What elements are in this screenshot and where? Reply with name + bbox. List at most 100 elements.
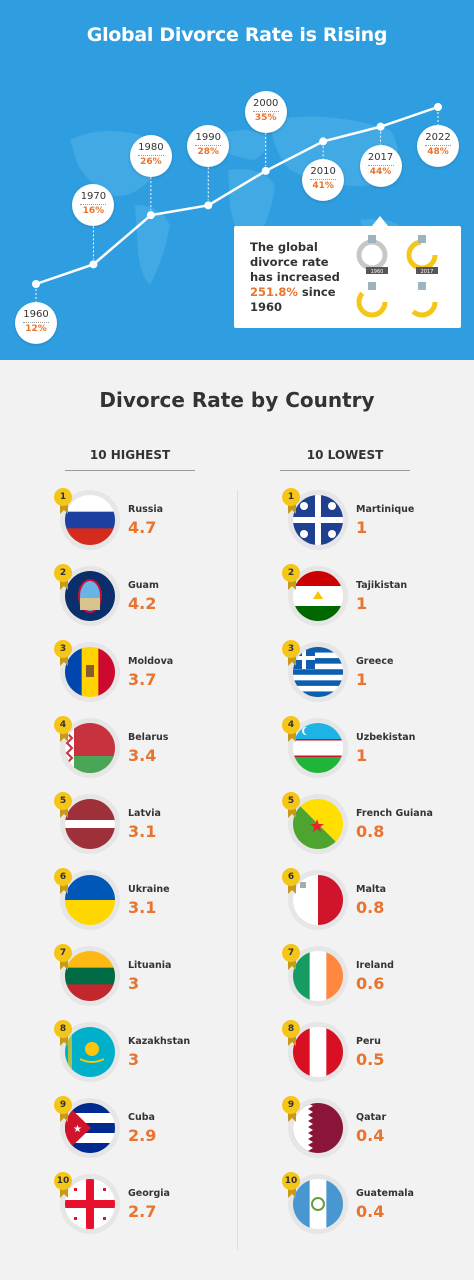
year-label: 1970 xyxy=(80,191,107,203)
divorce-rate-value: 0.8 xyxy=(356,898,385,917)
series-line xyxy=(35,105,439,286)
info-text: The global divorce rate has increased 25… xyxy=(250,240,360,315)
rate-label: 26% xyxy=(140,157,162,168)
rank-medal: 5 xyxy=(282,792,300,818)
bubble-separator xyxy=(80,204,107,206)
country-name: Guatemala xyxy=(356,1188,414,1199)
country-item: 8 Kazakhstan 3 xyxy=(54,1020,284,1090)
rank-number: 5 xyxy=(54,792,72,810)
divorce-rate-value: 1 xyxy=(356,518,368,537)
year-bubble: 1990 28% xyxy=(187,125,230,168)
rank-number: 5 xyxy=(282,792,300,810)
rank-number: 2 xyxy=(54,564,72,582)
flag-ring: ★ xyxy=(288,794,348,854)
country-item: 2 Guam 4.2 xyxy=(54,564,284,634)
ring-label-1960: 1960 xyxy=(371,269,384,275)
flag-ring xyxy=(288,718,348,778)
country-name: Ukraine xyxy=(128,884,170,895)
rank-medal: 9 xyxy=(282,1096,300,1122)
country-item: 3 Greece 1 xyxy=(282,640,474,710)
rank-medal: 4 xyxy=(282,716,300,742)
rank-medal: 9 xyxy=(54,1096,72,1122)
lowest-header: 10 LOWEST xyxy=(280,448,410,471)
year-bubble: 2017 44% xyxy=(359,144,402,187)
country-item: ★ 9 Cuba 2.9 xyxy=(54,1096,284,1166)
rank-medal: 1 xyxy=(282,488,300,514)
year-label: 2000 xyxy=(252,97,279,109)
rank-number: 10 xyxy=(282,1172,300,1190)
rank-medal: 3 xyxy=(282,640,300,666)
ring-icon-1960: 1960 xyxy=(356,235,388,275)
info-highlight: 251.8% xyxy=(250,285,298,299)
flag-icon: ★ xyxy=(293,799,343,849)
country-name: Belarus xyxy=(128,732,169,743)
flag-icon xyxy=(65,723,115,773)
divorce-rate-value: 0.5 xyxy=(356,1050,385,1069)
rank-number: 7 xyxy=(282,944,300,962)
country-name: Cuba xyxy=(128,1112,155,1123)
rank-number: 6 xyxy=(282,868,300,886)
flag-icon xyxy=(293,647,343,697)
flag-icon xyxy=(65,1179,115,1229)
rank-medal: 6 xyxy=(282,868,300,894)
flag-ring xyxy=(288,642,348,702)
bubble-separator xyxy=(367,164,394,166)
rank-medal: 8 xyxy=(282,1020,300,1046)
ring-label-2017: 2017 xyxy=(421,269,434,275)
rank-number: 9 xyxy=(282,1096,300,1114)
divorce-rate-value: 2.9 xyxy=(128,1126,157,1145)
year-bubble: 1970 16% xyxy=(72,184,115,227)
rank-number: 4 xyxy=(282,716,300,734)
country-name: Greece xyxy=(356,656,394,667)
divorce-rate-value: 0.4 xyxy=(356,1126,385,1145)
chart-title: Global Divorce Rate is Rising xyxy=(86,24,388,46)
rate-label: 44% xyxy=(369,166,392,177)
divorce-rate-value: 3.4 xyxy=(128,746,157,765)
rate-label: 12% xyxy=(25,324,47,334)
rank-number: 1 xyxy=(282,488,300,506)
rate-label: 35% xyxy=(254,112,277,123)
rank-medal: 7 xyxy=(54,944,72,970)
rank-number: 3 xyxy=(282,640,300,658)
column-divider xyxy=(237,490,238,1250)
country-name: Moldova xyxy=(128,656,174,667)
rank-number: 1 xyxy=(54,488,72,506)
divorce-rate-value: 3 xyxy=(128,1050,140,1069)
rank-medal: 2 xyxy=(54,564,72,590)
flag-icon xyxy=(65,571,115,621)
bubble-separator xyxy=(252,110,279,112)
header-banner: Global Divorce Rate is Rising 1960 12% 197… xyxy=(0,0,474,360)
country-name: Kazakhstan xyxy=(128,1036,191,1047)
rank-medal: 3 xyxy=(54,640,72,666)
flag-icon xyxy=(293,1027,343,1077)
country-name: Russia xyxy=(128,504,164,515)
data-point xyxy=(261,166,270,175)
year-label: 1990 xyxy=(195,132,221,144)
divorce-rate-value: 4.2 xyxy=(128,594,157,613)
info-line-3: has increased xyxy=(250,270,340,284)
country-item: 1 Russia 4.7 xyxy=(54,488,284,558)
divorce-rate-value: 3.7 xyxy=(128,670,157,689)
flag-icon xyxy=(293,571,343,621)
bubble-separator xyxy=(195,145,222,147)
divorce-rate-value: 1 xyxy=(356,670,368,689)
year-bubble: 2000 35% xyxy=(244,90,287,133)
divorce-rate-value: 0.8 xyxy=(356,822,385,841)
country-item: 10 Georgia 2.7 xyxy=(54,1172,284,1242)
divorce-rate-value: 1 xyxy=(356,594,368,613)
year-label: 2022 xyxy=(425,132,451,143)
country-item: 3 Moldova 3.7 xyxy=(54,640,284,710)
rate-label: 41% xyxy=(312,181,334,192)
flag-icon xyxy=(65,951,115,1001)
country-item: 2 Tajikistan 1 xyxy=(282,564,474,634)
country-item: 8 Peru 0.5 xyxy=(282,1020,474,1090)
year-label: 2010 xyxy=(310,166,336,178)
country-item: 1 Martinique 1 xyxy=(282,488,474,558)
country-item: ★ 5 French Guiana 0.8 xyxy=(282,792,474,862)
country-name: Qatar xyxy=(356,1112,387,1123)
rank-number: 3 xyxy=(54,640,72,658)
ring-icon-3 xyxy=(356,282,388,318)
divorce-rate-value: 0.6 xyxy=(356,974,385,993)
year-bubble: 2022 48% xyxy=(417,125,459,167)
data-point xyxy=(32,280,40,288)
